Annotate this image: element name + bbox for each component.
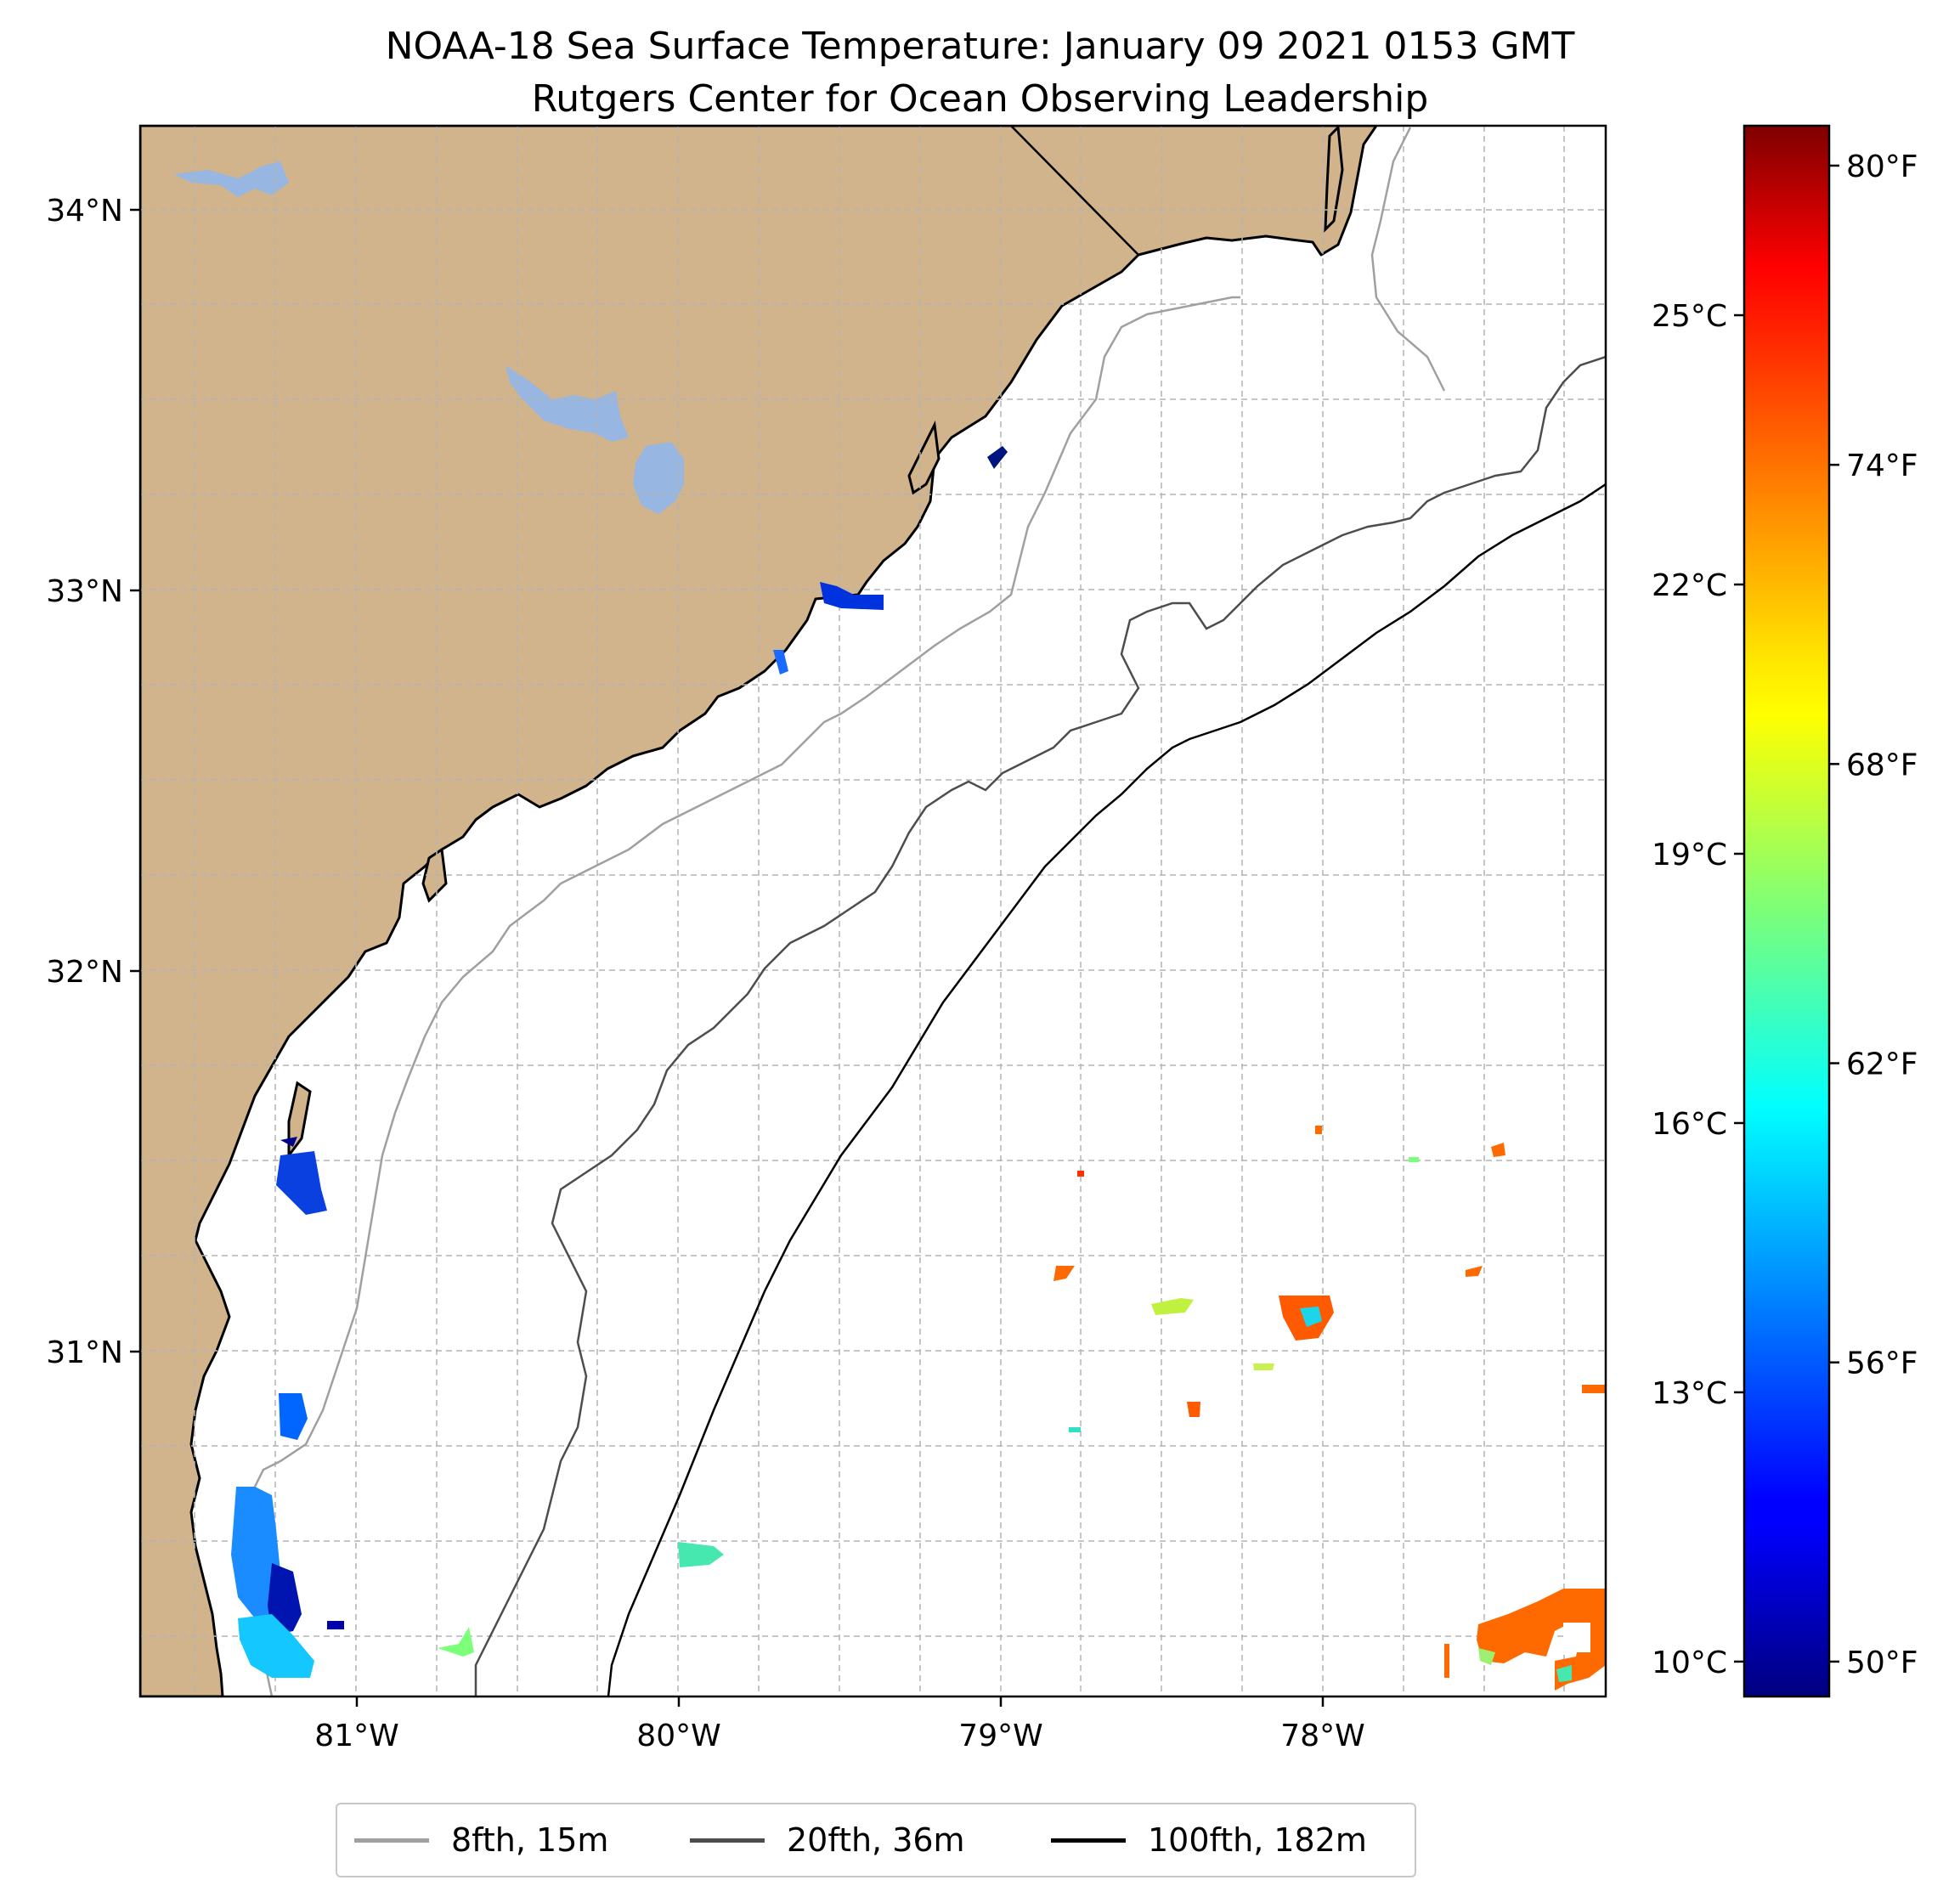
sst-patch — [987, 446, 1008, 469]
legend-item-20fth: 20fth, 36m — [690, 1804, 965, 1876]
sst-patch — [773, 650, 788, 675]
sst-patch — [438, 1627, 474, 1657]
lon-tick-label: 80°W — [636, 1719, 720, 1753]
contour-20fth — [474, 355, 1606, 1697]
sst-patch — [268, 1563, 302, 1635]
lon-tick-label: 79°W — [958, 1719, 1042, 1753]
sst-patch — [1069, 1427, 1081, 1432]
sst-patch — [1477, 1589, 1606, 1691]
sst-patch — [678, 1542, 724, 1567]
sst-patch — [1478, 1648, 1495, 1665]
legend-item-8fth: 8fth, 15m — [354, 1804, 608, 1876]
fahrenheit-tick-label: 74°F — [1846, 449, 1918, 483]
contour-100fth — [607, 483, 1606, 1697]
celsius-tick-label: 13°C — [1652, 1376, 1727, 1411]
sst-patch — [820, 582, 884, 610]
lat-tick-label: 31°N — [46, 1335, 123, 1370]
sst-patch — [327, 1621, 344, 1629]
map-frame — [138, 124, 1607, 1698]
map-title: NOAA-18 Sea Surface Temperature: January… — [0, 20, 1960, 126]
celsius-tick-label: 22°C — [1652, 568, 1727, 603]
state-border — [1010, 126, 1139, 256]
sst-patch — [238, 1614, 314, 1678]
fahrenheit-tick-label: 56°F — [1846, 1346, 1918, 1381]
sst-patch — [1466, 1266, 1483, 1277]
fahrenheit-tick-label: 62°F — [1846, 1047, 1918, 1082]
contour-legend: 8fth, 15m 20fth, 36m 100fth, 182m — [336, 1803, 1416, 1877]
sst-pixels — [231, 446, 1606, 1691]
fahrenheit-tick-label: 50°F — [1846, 1646, 1918, 1680]
colorbar — [1743, 124, 1831, 1698]
grid-lines — [140, 126, 1606, 1697]
map-ticks: 81°W 80°W 79°W 78°W 34°N 33°N 32°N 31°N — [46, 194, 1364, 1753]
sst-patch — [1563, 1623, 1590, 1652]
sst-patch — [1151, 1298, 1194, 1315]
sst-patch — [1300, 1307, 1322, 1327]
sst-patch — [1253, 1363, 1274, 1370]
sst-patch — [276, 1151, 327, 1215]
sst-patch — [231, 1487, 280, 1618]
land-mainland — [140, 126, 1378, 1697]
legend-swatch-100fth — [1051, 1838, 1126, 1843]
colorbar-ticks: 25°C 22°C 19°C 16°C 13°C 10°C 80°F 74°F 68°F 62°F… — [1652, 150, 1918, 1680]
lat-tick-label: 32°N — [46, 955, 123, 990]
sst-patch — [1053, 1266, 1075, 1281]
fahrenheit-tick-label: 68°F — [1846, 748, 1918, 782]
lat-tick-label: 34°N — [46, 194, 123, 229]
land-island — [421, 847, 448, 903]
sst-patch — [1444, 1644, 1449, 1678]
legend-item-100fth: 100fth, 182m — [1051, 1804, 1367, 1876]
celsius-tick-label: 25°C — [1652, 299, 1727, 334]
fahrenheit-tick-label: 80°F — [1846, 150, 1918, 184]
legend-label: 100fth, 182m — [1148, 1821, 1367, 1859]
sst-patch — [1315, 1126, 1322, 1134]
lake-marion — [174, 161, 289, 197]
sst-patch — [1077, 1171, 1084, 1177]
sst-patch — [1582, 1385, 1606, 1393]
legend-swatch-20fth — [690, 1838, 765, 1843]
legend-label: 8fth, 15m — [451, 1821, 609, 1859]
lake — [633, 442, 684, 514]
lon-tick-label: 81°W — [314, 1719, 398, 1753]
celsius-tick-label: 16°C — [1652, 1107, 1727, 1142]
sst-patch — [1491, 1143, 1505, 1157]
legend-label: 20fth, 36m — [787, 1821, 965, 1859]
lon-tick-label: 78°W — [1280, 1719, 1364, 1753]
title-line-2: Rutgers Center for Ocean Observing Leade… — [531, 77, 1429, 121]
celsius-tick-label: 19°C — [1652, 838, 1727, 872]
land-island — [1324, 126, 1344, 233]
title-line-1: NOAA-18 Sea Surface Temperature: January… — [385, 25, 1575, 68]
land-island — [907, 420, 940, 495]
sst-patch — [279, 1393, 308, 1440]
celsius-tick-label: 10°C — [1652, 1646, 1727, 1680]
sst-patch — [1409, 1157, 1419, 1162]
sst-patch — [280, 1137, 297, 1147]
contour-8fth — [245, 127, 1446, 1697]
legend-swatch-8fth — [354, 1838, 429, 1843]
lat-tick-label: 33°N — [46, 574, 123, 609]
sst-patch — [1556, 1665, 1572, 1682]
sst-patch — [1187, 1402, 1200, 1417]
